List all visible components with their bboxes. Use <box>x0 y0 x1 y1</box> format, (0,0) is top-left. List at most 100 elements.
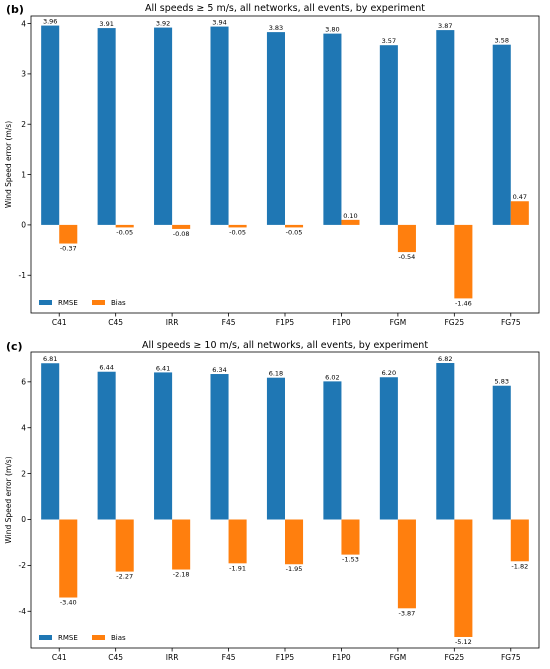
data-label-rmse-c41: 6.81 <box>43 355 57 363</box>
data-label-bias-c45: -2.27 <box>116 573 133 581</box>
data-label-bias-c45: -0.05 <box>116 228 133 236</box>
data-label-rmse-fg25: 6.82 <box>438 355 452 363</box>
bar-rmse-f1p5 <box>266 377 285 520</box>
data-label-bias-fgm: -3.87 <box>399 609 416 617</box>
x-tick-label-fg75: FG75 <box>501 653 521 662</box>
data-label-bias-f1p0: 0.10 <box>343 212 357 220</box>
bar-rmse-irr <box>154 27 173 225</box>
x-tick-label-c41: C41 <box>52 653 67 662</box>
x-tick-label-f1p5: F1P5 <box>276 653 295 662</box>
bar-bias-fg75 <box>510 519 529 562</box>
data-label-bias-f1p5: -0.05 <box>286 228 303 236</box>
y-tick-label: -1 <box>19 271 27 280</box>
y-tick-label: 2 <box>21 120 26 129</box>
data-label-rmse-c45: 6.44 <box>99 364 113 372</box>
x-tick-label-fg75: FG75 <box>501 318 521 327</box>
legend-swatch-bias <box>92 635 105 640</box>
bar-rmse-f1p5 <box>266 32 285 225</box>
data-label-bias-f45: -0.05 <box>229 228 246 236</box>
bar-rmse-fg75 <box>492 385 511 520</box>
bar-bias-c45 <box>115 224 134 228</box>
bar-rmse-fgm <box>379 45 398 225</box>
bar-rmse-f1p0 <box>323 381 342 520</box>
data-label-rmse-c45: 3.91 <box>99 20 113 28</box>
panel-label: (c) <box>6 340 23 353</box>
x-tick-label-f45: F45 <box>222 318 236 327</box>
legend-label-rmse: RMSE <box>58 299 78 307</box>
data-label-rmse-irr: 6.41 <box>156 364 170 372</box>
bar-bias-f1p0 <box>341 219 360 225</box>
panel-label: (b) <box>6 3 24 16</box>
x-tick-label-c45: C45 <box>108 318 123 327</box>
data-label-rmse-f1p5: 6.18 <box>269 370 283 378</box>
bar-bias-f45 <box>228 224 247 228</box>
data-label-rmse-f45: 6.34 <box>212 366 226 374</box>
bar-bias-irr <box>172 224 191 229</box>
y-tick-label: 1 <box>21 170 26 179</box>
bar-bias-irr <box>172 519 191 570</box>
data-label-rmse-fgm: 6.20 <box>382 369 396 377</box>
y-tick-label: -2 <box>19 561 27 570</box>
bar-bias-fg75 <box>510 201 529 225</box>
data-label-bias-f1p5: -1.95 <box>286 565 303 573</box>
x-tick-label-fg25: FG25 <box>444 653 464 662</box>
x-tick-label-irr: IRR <box>166 653 179 662</box>
legend-swatch-bias <box>92 300 105 305</box>
data-label-rmse-f1p0: 3.80 <box>325 26 339 34</box>
bar-rmse-fg75 <box>492 44 511 225</box>
bar-rmse-c45 <box>97 371 116 520</box>
data-label-bias-fg25: -5.12 <box>455 638 472 646</box>
y-tick-label: 0 <box>21 515 26 524</box>
bar-bias-f1p5 <box>285 519 304 565</box>
data-label-bias-irr: -2.18 <box>173 571 190 579</box>
bar-bias-c41 <box>59 519 78 598</box>
x-tick-label-f1p0: F1P0 <box>332 653 351 662</box>
bar-bias-f1p0 <box>341 519 360 555</box>
data-label-rmse-fg25: 3.87 <box>438 22 452 30</box>
y-tick-label: -4 <box>19 607 27 616</box>
data-label-rmse-c41: 3.96 <box>43 18 57 26</box>
y-axis-label: Wind Speed error (m/s) <box>4 456 13 543</box>
bar-bias-fg25 <box>454 519 473 637</box>
y-tick-label: 0 <box>21 221 26 230</box>
y-tick-label: 2 <box>21 469 26 478</box>
data-label-bias-fgm: -0.54 <box>399 253 416 261</box>
x-tick-label-fgm: FGM <box>390 318 407 327</box>
bar-rmse-c45 <box>97 28 116 225</box>
data-label-bias-f1p0: -1.53 <box>342 556 359 564</box>
bar-bias-f45 <box>228 519 247 564</box>
data-label-bias-fg75: 0.47 <box>513 193 527 201</box>
x-tick-label-f1p5: F1P5 <box>276 318 295 327</box>
x-tick-label-f1p0: F1P0 <box>332 318 351 327</box>
plot-frame <box>30 351 540 649</box>
bar-bias-f1p5 <box>285 224 304 228</box>
x-tick-label-f45: F45 <box>222 653 236 662</box>
legend-swatch-rmse <box>39 300 52 305</box>
bar-bias-fgm <box>397 519 416 609</box>
y-tick-label: 4 <box>21 19 26 28</box>
y-tick-label: 4 <box>21 423 26 432</box>
bar-rmse-fgm <box>379 377 398 520</box>
legend-label-rmse: RMSE <box>58 634 78 642</box>
data-label-rmse-fg75: 3.58 <box>495 37 509 45</box>
data-label-rmse-irr: 3.92 <box>156 20 170 28</box>
x-tick-label-c45: C45 <box>108 653 123 662</box>
x-tick-label-fg25: FG25 <box>444 318 464 327</box>
chart-title: All speeds ≥ 10 m/s, all networks, all e… <box>142 340 428 351</box>
data-label-bias-c41: -0.37 <box>60 245 77 253</box>
data-label-rmse-fgm: 3.57 <box>382 37 396 45</box>
bar-rmse-fg25 <box>436 30 455 225</box>
y-tick-label: 3 <box>21 70 26 79</box>
bar-rmse-f45 <box>210 26 229 225</box>
bar-rmse-f45 <box>210 374 229 520</box>
bar-rmse-c41 <box>41 363 60 520</box>
legend-swatch-rmse <box>39 635 52 640</box>
bar-rmse-irr <box>154 372 173 520</box>
data-label-rmse-f45: 3.94 <box>212 19 226 27</box>
bar-bias-fgm <box>397 224 416 253</box>
bar-rmse-f1p0 <box>323 33 342 225</box>
y-tick-label: 6 <box>21 378 26 387</box>
data-label-bias-c41: -3.40 <box>60 599 77 607</box>
x-tick-label-irr: IRR <box>166 318 179 327</box>
